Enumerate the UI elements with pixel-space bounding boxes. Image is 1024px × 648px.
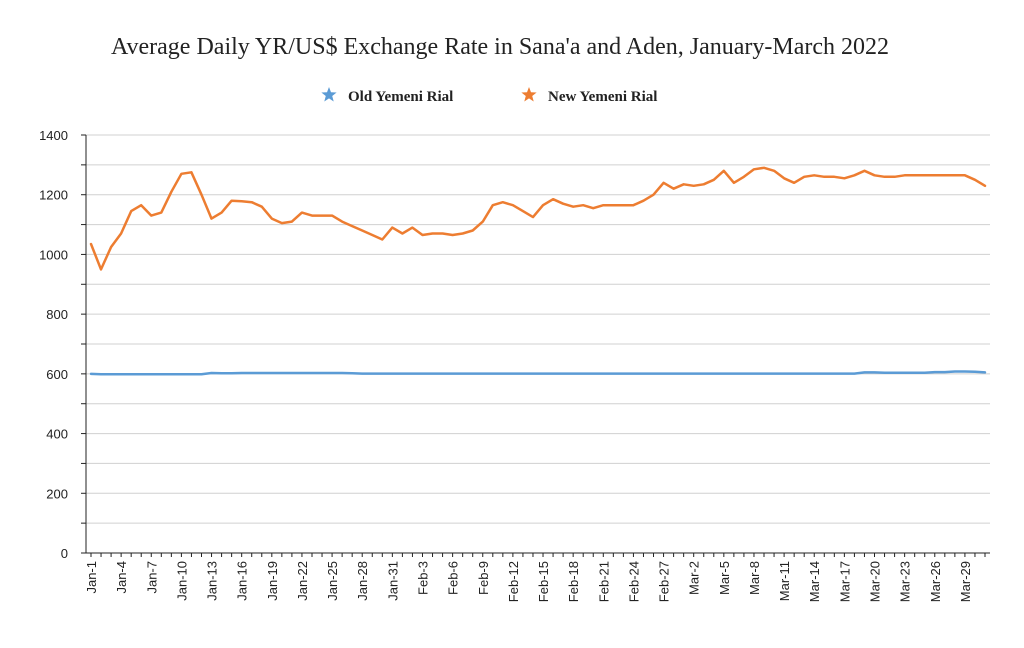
y-tick-label: 1200 — [39, 188, 68, 203]
x-tick-label: Jan-22 — [295, 561, 310, 601]
legend-star-icon — [521, 87, 537, 102]
legend: Old Yemeni Rial New Yemeni Rial — [321, 87, 657, 105]
x-tick-label: Jan-4 — [114, 561, 129, 594]
x-tick-label: Mar-23 — [898, 561, 913, 602]
x-tick-label: Mar-8 — [747, 561, 762, 595]
series-line-1 — [89, 370, 987, 376]
x-tick-label: Jan-31 — [385, 561, 400, 601]
x-tick-label: Mar-11 — [777, 561, 792, 601]
chart-title: Average Daily YR/US$ Exchange Rate in Sa… — [110, 34, 890, 60]
x-tick-label: Mar-14 — [807, 561, 822, 602]
y-tick-label: 0 — [61, 546, 68, 561]
x-tick-label: Jan-10 — [174, 561, 189, 601]
y-tick-label: 600 — [46, 367, 68, 382]
legend-label: New Yemeni Rial — [548, 89, 657, 105]
x-tick-label: Feb-27 — [657, 561, 672, 602]
x-tick-label: Mar-2 — [687, 561, 702, 595]
x-tick-label: Mar-20 — [868, 561, 883, 602]
y-axis-tick-labels: 0 200 400 600 800 1000 1200 1400 — [39, 128, 68, 561]
x-tick-label: Mar-29 — [958, 561, 973, 602]
x-tick-label: Feb-24 — [626, 561, 641, 602]
axes — [81, 134, 990, 557]
x-tick-label: Jan-28 — [355, 561, 370, 601]
x-tick-label: Jan-13 — [205, 561, 220, 601]
x-tick-label: Feb-12 — [506, 561, 521, 602]
series-lines — [89, 166, 987, 376]
y-tick-label: 1000 — [39, 247, 68, 262]
series-line-2 — [89, 166, 987, 271]
legend-label: Old Yemeni Rial — [348, 89, 453, 105]
x-tick-label: Feb-15 — [536, 561, 551, 602]
y-tick-label: 800 — [46, 307, 68, 322]
x-tick-label: Feb-21 — [596, 561, 611, 602]
x-tick-label: Feb-18 — [566, 561, 581, 602]
x-tick-label: Jan-1 — [84, 561, 99, 594]
x-axis-tick-labels: Jan-1 Jan-4 Jan-7 Jan-10 Jan-13 Jan-16 Jan-19 J… — [84, 561, 973, 602]
x-tick-label: Mar-26 — [928, 561, 943, 602]
gridlines — [86, 134, 990, 554]
y-tick-label: 200 — [46, 486, 68, 501]
x-tick-label: Feb-3 — [415, 561, 430, 595]
x-tick-label: Jan-25 — [325, 561, 340, 601]
legend-star-icon — [321, 87, 337, 102]
x-tick-label: Mar-5 — [717, 561, 732, 595]
y-tick-label: 400 — [46, 427, 68, 442]
x-tick-label: Mar-17 — [837, 561, 852, 602]
y-tick-label: 1400 — [39, 128, 68, 143]
x-tick-label: Jan-19 — [265, 561, 280, 601]
x-tick-label: Jan-7 — [144, 561, 159, 594]
x-tick-label: Feb-9 — [476, 561, 491, 595]
x-tick-label: Feb-6 — [446, 561, 461, 595]
x-tick-label: Jan-16 — [235, 561, 250, 601]
